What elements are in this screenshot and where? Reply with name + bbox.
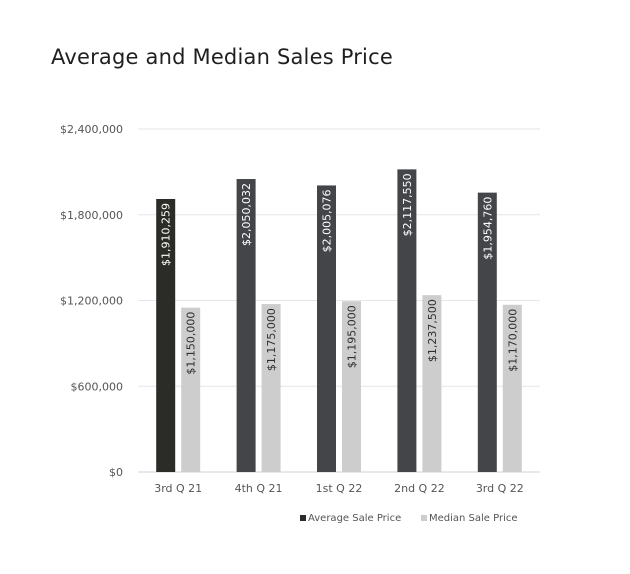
bar-average bbox=[477, 192, 497, 473]
bar-average bbox=[397, 169, 417, 472]
data-label-average: $2,050,032 bbox=[240, 183, 253, 246]
legend-swatch-median bbox=[421, 515, 427, 521]
x-tick-label: 3rd Q 21 bbox=[154, 482, 202, 495]
data-label-average: $2,117,550 bbox=[401, 173, 414, 236]
bar-average bbox=[236, 179, 256, 472]
legend: Average Sale Price Median Sale Price bbox=[300, 513, 518, 524]
y-tick-label: $1,800,000 bbox=[60, 209, 123, 222]
y-tick-label: $600,000 bbox=[71, 380, 124, 393]
bar-median bbox=[181, 307, 201, 472]
data-label-median: $1,237,500 bbox=[426, 299, 439, 362]
legend-label-average: Average Sale Price bbox=[308, 513, 401, 524]
data-label-average: $2,005,076 bbox=[321, 189, 334, 252]
bars: $1,910,259 $1,150,000 $2,050,032 $1,175,000… bbox=[156, 169, 522, 473]
data-label-median: $1,150,000 bbox=[185, 312, 198, 375]
bar-median bbox=[502, 304, 522, 472]
bar-median bbox=[342, 301, 361, 472]
gridlines bbox=[138, 128, 540, 473]
y-axis-ticks: $0 $600,000 $1,200,000 $1,800,000 $2,400,000 bbox=[60, 123, 123, 479]
y-tick-label: $1,200,000 bbox=[60, 295, 123, 308]
data-label-median: $1,195,000 bbox=[346, 305, 359, 368]
y-tick-label: $0 bbox=[109, 466, 123, 479]
bar-average bbox=[156, 198, 176, 472]
x-tick-label: 4th Q 21 bbox=[235, 482, 283, 495]
x-axis-ticks: 3rd Q 21 4th Q 21 1st Q 22 2nd Q 22 3rd Q 22 bbox=[154, 482, 524, 495]
x-tick-label: 2nd Q 22 bbox=[394, 482, 445, 495]
bar-average bbox=[317, 185, 336, 472]
legend-swatch-average bbox=[300, 515, 306, 521]
x-tick-label: 1st Q 22 bbox=[316, 482, 363, 495]
data-label-average: $1,954,760 bbox=[481, 197, 494, 260]
bar-median bbox=[422, 295, 442, 472]
y-tick-label: $2,400,000 bbox=[60, 123, 123, 136]
data-label-average: $1,910,259 bbox=[160, 203, 173, 266]
bar-median bbox=[261, 304, 281, 472]
legend-label-median: Median Sale Price bbox=[429, 513, 518, 524]
chart-title: Average and Median Sales Price bbox=[51, 45, 393, 69]
x-tick-label: 3rd Q 22 bbox=[476, 482, 524, 495]
data-label-median: $1,175,000 bbox=[265, 308, 278, 371]
data-label-median: $1,170,000 bbox=[506, 309, 519, 372]
